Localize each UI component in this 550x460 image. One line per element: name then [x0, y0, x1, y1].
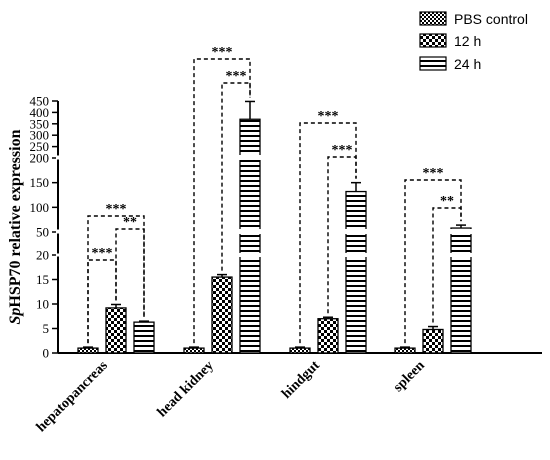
y-tick-label: 200	[30, 151, 50, 166]
bars	[77, 100, 472, 354]
y-tick-label: 20	[36, 248, 49, 263]
bar	[211, 276, 233, 354]
y-tick-label: 5	[43, 321, 50, 336]
bar	[133, 321, 155, 354]
legend-label: 12 h	[454, 33, 481, 49]
bar	[394, 347, 416, 354]
bar	[345, 190, 367, 354]
y-axis-label-italic: Sp	[7, 308, 24, 325]
bar-break-gap	[239, 253, 261, 257]
legend: PBS control 12 h 24 h	[419, 11, 528, 72]
bar-break-gap	[345, 229, 367, 234]
bar	[289, 347, 311, 354]
y-tick-label: 15	[36, 272, 49, 287]
y-tick-label: 400	[30, 105, 50, 120]
significance-bracket	[87, 215, 145, 344]
significance-bracket	[299, 122, 357, 344]
category-label: hindgut	[279, 358, 323, 402]
y-tick-label: 300	[30, 128, 50, 143]
significance-brackets: *************************	[87, 45, 462, 344]
category-label: head kidney	[155, 358, 217, 420]
y-tick-label: 150	[30, 175, 50, 190]
y-axis-label: SpHSP70 relative expression	[7, 129, 24, 324]
legend-swatch	[419, 56, 447, 71]
y-axis-label-rest: HSP70 relative expression	[7, 129, 24, 307]
bar	[77, 347, 99, 354]
y-tick-label: 50	[36, 225, 49, 240]
significance-label: ***	[212, 45, 233, 60]
legend-swatch	[419, 11, 447, 26]
y-tick-label: 350	[30, 116, 50, 131]
significance-bracket	[404, 179, 462, 344]
bar	[105, 307, 127, 354]
significance-label: ***	[92, 246, 113, 261]
y-tick-label: 100	[30, 200, 50, 215]
significance-label: **	[123, 215, 137, 230]
legend-swatch	[419, 33, 447, 48]
significance-bracket	[221, 82, 251, 271]
bar	[239, 118, 261, 354]
bar-break-gap	[345, 253, 367, 257]
bar	[183, 347, 205, 354]
significance-bracket	[193, 58, 251, 344]
category-label: spleen	[391, 358, 428, 395]
significance-label: ***	[106, 202, 127, 217]
legend-label: PBS control	[454, 11, 528, 27]
significance-label: ***	[332, 143, 353, 158]
bar	[317, 318, 339, 354]
y-tick-label: 10	[36, 297, 49, 312]
bar-break-gap	[450, 229, 472, 234]
category-labels: hepatopancreas head kidney hindgut spleen	[34, 358, 428, 435]
bar-break-gap	[450, 253, 472, 257]
significance-label: ***	[423, 166, 444, 181]
axis-break-gap	[56, 253, 60, 257]
legend-label: 24 h	[454, 56, 481, 72]
y-tick-label: 450	[30, 94, 50, 109]
category-label: hepatopancreas	[34, 358, 111, 435]
significance-bracket	[327, 156, 357, 314]
y-tick-label: 250	[30, 139, 50, 154]
significance-label: ***	[226, 69, 247, 84]
bar-break-gap	[239, 229, 261, 234]
significance-label: ***	[318, 109, 339, 124]
bar	[450, 227, 472, 354]
significance-label: **	[440, 194, 454, 209]
y-tick-label: 0	[43, 346, 50, 361]
axis-break-gap	[56, 229, 60, 234]
bar-break-gap	[239, 155, 261, 160]
axis-break-gap	[56, 155, 60, 160]
bar	[422, 328, 444, 354]
